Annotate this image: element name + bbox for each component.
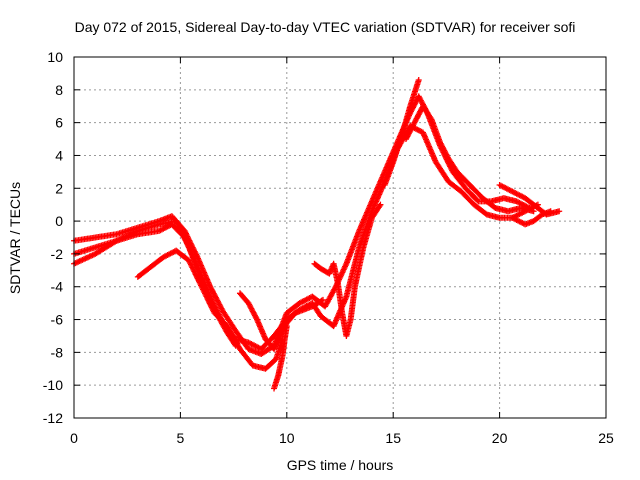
y-tick-label: 6	[55, 115, 63, 131]
y-tick-label: 2	[55, 180, 63, 196]
x-tick-label: 25	[598, 430, 614, 446]
data-points	[71, 76, 563, 392]
series-track-7	[311, 201, 384, 339]
data-point	[283, 323, 290, 330]
data-point	[547, 208, 554, 215]
series-track-9	[402, 103, 537, 215]
y-tick-label: 10	[47, 49, 63, 65]
x-tick-label: 5	[177, 430, 185, 446]
y-axis-label: SDTVAR / TECUs	[7, 182, 23, 294]
x-axis-label: GPS time / hours	[287, 457, 394, 473]
x-tick-label: 20	[492, 430, 508, 446]
series-track-6	[271, 323, 290, 392]
data-point	[318, 297, 325, 304]
data-point	[377, 201, 384, 208]
y-tick-label: -4	[51, 279, 64, 295]
x-tick-label: 15	[385, 430, 401, 446]
x-tick-label: 10	[279, 430, 295, 446]
data-point	[415, 76, 422, 83]
series-track-11	[509, 208, 554, 228]
series-track-8	[381, 76, 422, 188]
data-point	[474, 197, 481, 204]
data-point	[319, 296, 326, 303]
data-point	[530, 208, 537, 215]
y-tick-label: -8	[51, 344, 64, 360]
axis-ticks	[73, 56, 607, 419]
y-tick-label: 8	[55, 82, 63, 98]
y-tick-label: 0	[55, 213, 63, 229]
y-tick-label: -12	[43, 410, 63, 426]
y-tick-label: -2	[51, 246, 64, 262]
y-tick-label: 4	[55, 147, 63, 163]
y-tick-label: -6	[51, 312, 64, 328]
data-point	[556, 208, 563, 215]
plot-frame	[73, 56, 607, 419]
x-tick-labels: 0 5 10 15 20 25	[70, 430, 614, 446]
data-point	[376, 202, 383, 209]
x-tick-label: 0	[70, 430, 78, 446]
y-tick-label: -10	[43, 377, 63, 393]
y-tick-labels: -12 -10 -8 -6 -4 -2 0 2 4 6 8 10	[43, 49, 63, 426]
chart-title: Day 072 of 2015, Sidereal Day-to-day VTE…	[75, 19, 576, 35]
